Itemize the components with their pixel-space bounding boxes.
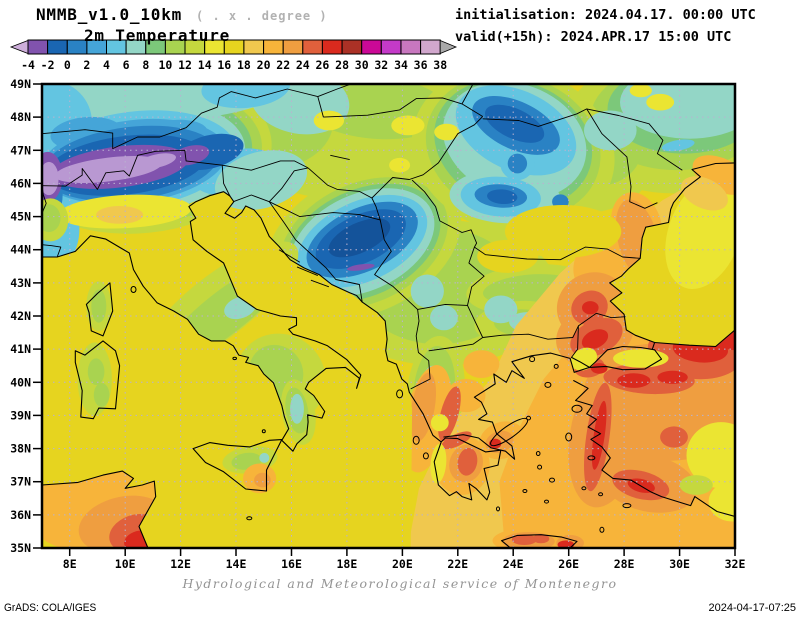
lon-label: 10E <box>115 557 136 571</box>
service-credit: Hydrological and Meteorological service … <box>182 576 618 591</box>
lon-label: 14E <box>226 557 247 571</box>
temperature-field <box>42 84 735 548</box>
legend-segment <box>380 39 402 55</box>
legend-tick-label: 38 <box>433 58 447 72</box>
legend-tick-label: 2 <box>83 58 90 72</box>
legend-segment <box>302 39 323 55</box>
legend-segment <box>420 39 441 55</box>
lon-label: 28E <box>614 557 635 571</box>
lon-label: 20E <box>392 557 413 571</box>
legend-segment <box>361 39 382 55</box>
legend-tick-label: 32 <box>374 58 388 72</box>
legend-tick-label: 4 <box>103 58 110 72</box>
legend-tick-label: 34 <box>394 58 408 72</box>
lon-label: 16E <box>281 557 302 571</box>
lat-label: 35N <box>10 541 31 555</box>
lon-label: 12E <box>170 557 191 571</box>
lat-label: 42N <box>10 309 31 323</box>
legend-tick-label: 26 <box>315 58 329 72</box>
legend-tick-label: 14 <box>198 58 212 72</box>
lat-label: 49N <box>10 77 31 91</box>
lat-label: 40N <box>10 375 31 389</box>
lat-label: 39N <box>10 408 31 422</box>
legend-tick-label: 18 <box>237 58 251 72</box>
initialisation-time: initialisation: 2024.04.17. 00:00 UTC <box>455 7 756 23</box>
lat-label: 48N <box>10 110 31 124</box>
legend-segment <box>27 39 49 55</box>
legend-tick-label: 28 <box>335 58 349 72</box>
legend-segment <box>321 39 343 55</box>
map-frame <box>40 82 737 550</box>
grid-resolution-note: ( . x . degree ) <box>196 9 328 23</box>
legend-segment <box>341 39 363 55</box>
model-title: NMMB_v1.0_10km <box>36 5 183 24</box>
islands <box>130 286 632 533</box>
lon-label: 8E <box>63 557 77 571</box>
legend-tick-label: -2 <box>41 58 55 72</box>
legend-segment <box>282 39 304 55</box>
lat-axis: 49N 48N 47N 46N 45N 44N 43N 42N 41N 40N 39N 38N 37N 3… <box>10 77 42 555</box>
lon-label: 30E <box>669 557 690 571</box>
legend-underflow-arrow <box>9 39 29 55</box>
lon-label: 24E <box>503 557 524 571</box>
lon-axis: 8E 10E 12E 14E 16E 18E 20E 22E 24E 26E 28E 30E 32E <box>63 548 746 571</box>
legend-tick-label: 10 <box>158 58 172 72</box>
lat-label: 41N <box>10 342 31 356</box>
legend-tick-label: 22 <box>276 58 290 72</box>
valid-time: valid(+15h): 2024.APR.17 15:00 UTC <box>455 29 732 45</box>
lat-label: 46N <box>10 176 31 190</box>
legend-overflow-arrow <box>439 39 458 55</box>
lat-label: 47N <box>10 143 31 157</box>
legend-segment <box>47 39 68 55</box>
grid-lines <box>42 84 735 548</box>
coastlines <box>42 162 735 548</box>
legend-tick-label: 6 <box>123 58 130 72</box>
legend-tick-label: 8 <box>142 58 149 72</box>
legend-segment <box>243 39 265 55</box>
legend-tick-label: 0 <box>64 58 71 72</box>
lat-label: 45N <box>10 210 31 224</box>
color-bar-legend: -4 -2 0 2 4 6 8 10 12 14 16 18 20 22 24 26 28 30 32 34 36 38 <box>9 39 458 72</box>
lat-label: 37N <box>10 475 31 489</box>
lat-label: 36N <box>10 508 31 522</box>
legend-tick-label: 30 <box>355 58 369 72</box>
lon-label: 32E <box>725 557 746 571</box>
lon-label: 22E <box>447 557 468 571</box>
lon-label: 26E <box>558 557 579 571</box>
lat-label: 44N <box>10 243 31 257</box>
lat-label: 43N <box>10 276 31 290</box>
legend-tick-label: 20 <box>257 58 271 72</box>
legend-tick-label: -4 <box>21 58 35 72</box>
generation-timestamp: 2024-04-17-07:25 <box>708 602 796 614</box>
legend-segment <box>263 39 284 55</box>
legend-tick-label: 12 <box>178 58 192 72</box>
lat-label: 38N <box>10 442 31 456</box>
legend-tick-label: 24 <box>296 58 310 72</box>
lon-label: 18E <box>337 557 358 571</box>
variable-title: 2m Temperature <box>84 26 231 45</box>
grads-engine-label: GrADS: COLA/IGES <box>4 602 97 614</box>
legend-tick-label: 16 <box>217 58 231 72</box>
legend-segment <box>400 39 422 55</box>
legend-tick-label: 36 <box>414 58 428 72</box>
